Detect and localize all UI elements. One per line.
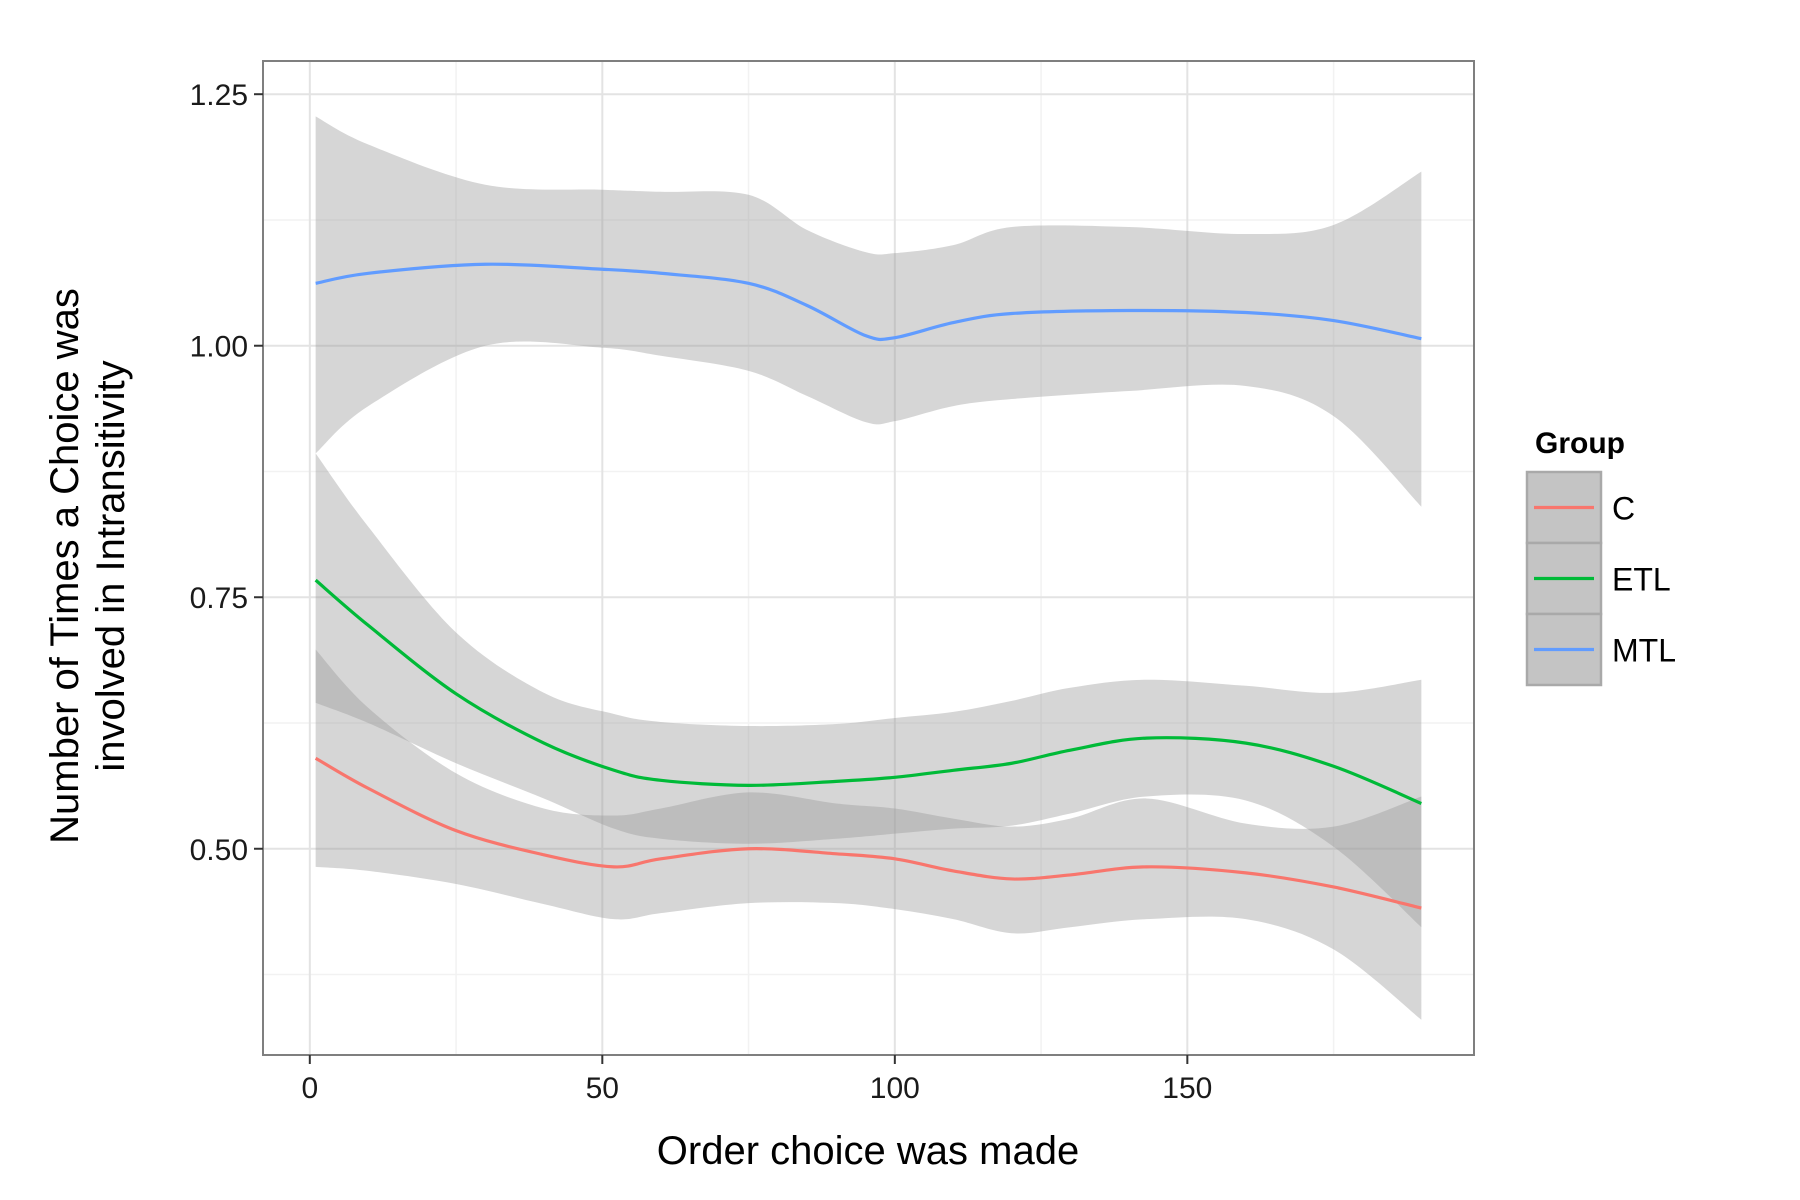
y-axis-title-line-2: involved in Intransitivity (89, 360, 133, 771)
y-axis-ticks: 0.50 0.75 1.00 1.25 (190, 79, 263, 867)
legend-title: Group (1535, 427, 1625, 460)
confidence-ribbons (315, 116, 1422, 1020)
x-tick-label: 100 (870, 1072, 920, 1105)
legend-label-mtl: MTL (1612, 633, 1676, 669)
y-axis-title: Number of Times a Choice was involved in… (43, 288, 133, 844)
y-tick-label: 0.50 (190, 834, 248, 867)
line-etl (314, 578, 1422, 805)
plot-panel (263, 61, 1474, 1055)
x-tick-label: 150 (1162, 1072, 1212, 1105)
plot-border (262, 60, 1475, 1056)
ribbon-c (315, 649, 1422, 1020)
legend-label-c: C (1612, 491, 1635, 527)
x-tick-label: 0 (301, 1072, 318, 1105)
y-tick-label: 0.75 (190, 582, 248, 615)
x-axis-title: Order choice was made (657, 1129, 1079, 1173)
ribbon-mtl (315, 116, 1422, 507)
y-tick-label: 1.00 (190, 331, 248, 364)
minor-gridlines (263, 61, 1474, 1055)
y-axis-title-line-1: Number of Times a Choice was (43, 288, 87, 844)
major-gridlines (263, 61, 1474, 1055)
line-mtl (315, 262, 1422, 342)
legend-label-etl: ETL (1612, 562, 1671, 598)
ribbon-etl (315, 453, 1422, 928)
x-axis-ticks: 0 50 100 150 (301, 1055, 1212, 1105)
line-c (314, 756, 1422, 910)
x-tick-label: 50 (586, 1072, 619, 1105)
legend: Group C ETL MTL (1525, 427, 1676, 687)
y-tick-label: 1.25 (190, 79, 248, 112)
series-lines (314, 262, 1422, 910)
